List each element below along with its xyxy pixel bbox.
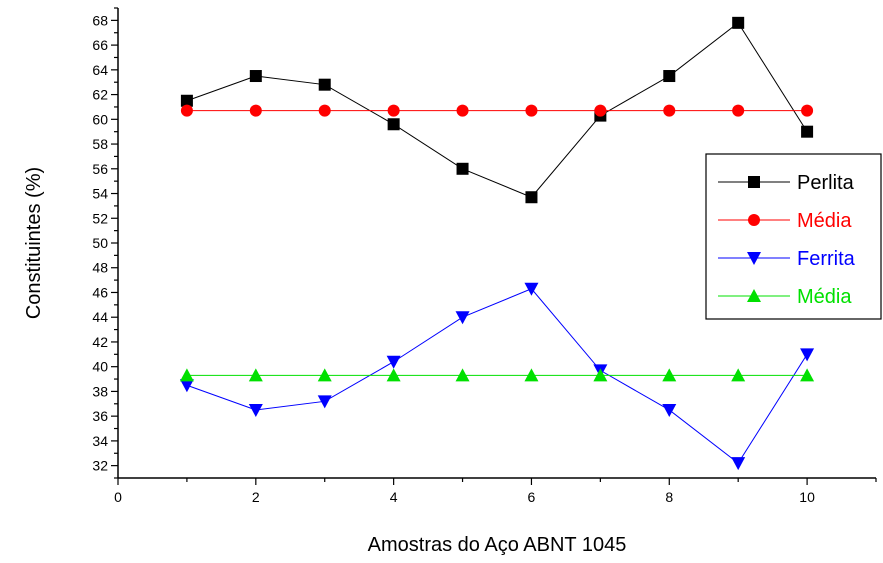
legend-item: Perlita xyxy=(718,172,855,194)
y-tick-label: 40 xyxy=(92,359,108,375)
y-tick-label: 60 xyxy=(92,111,108,127)
axes: 0 2 4 6 8 10 32343638404244464850525456586062… xyxy=(92,7,877,505)
data-point xyxy=(732,16,745,29)
data-point xyxy=(248,368,263,382)
data-point xyxy=(317,395,332,409)
legend-label: Média xyxy=(797,210,852,232)
data-point xyxy=(594,104,607,117)
y-ticks: 32 34 36 38 40 42 44 46 48 50 52 54 56 58 60 62 64 66 68 xyxy=(92,7,118,479)
y-tick-label: 64 xyxy=(92,62,108,78)
data-point xyxy=(732,104,745,117)
data-point xyxy=(318,78,331,91)
data-point xyxy=(249,70,262,83)
data-point xyxy=(318,104,331,117)
x-tick-label: 6 xyxy=(528,489,536,505)
y-tick-label: 52 xyxy=(92,210,108,226)
series-line xyxy=(186,288,808,464)
data-point xyxy=(456,104,469,117)
x-axis-title: Amostras do Aço ABNT 1045 xyxy=(368,534,627,556)
data-point xyxy=(525,191,538,204)
legend-marker xyxy=(747,289,761,302)
y-tick-label: 50 xyxy=(92,235,108,251)
y-tick-label: 54 xyxy=(92,186,108,202)
data-point xyxy=(801,125,814,138)
x-tick-label: 2 xyxy=(252,489,260,505)
x-tick-label: 0 xyxy=(114,489,122,505)
legend-marker xyxy=(747,252,761,265)
data-point xyxy=(180,104,193,117)
data-point xyxy=(179,368,194,382)
legend-marker xyxy=(748,176,760,188)
data-point xyxy=(455,311,470,325)
data-point xyxy=(387,118,400,131)
legend: Perlita Média Ferrita Média xyxy=(705,153,882,320)
data-point xyxy=(386,368,401,382)
y-tick-label: 32 xyxy=(92,458,108,474)
data-point xyxy=(524,368,539,382)
y-tick-label: 56 xyxy=(92,161,108,177)
data-point xyxy=(524,282,539,296)
data-point xyxy=(662,368,677,382)
data-point xyxy=(455,368,470,382)
y-tick-label: 62 xyxy=(92,87,108,103)
data-point xyxy=(180,94,193,107)
series-2 xyxy=(180,104,814,117)
data-point xyxy=(801,104,814,117)
y-tick-label: 36 xyxy=(92,408,108,424)
data-point xyxy=(593,368,608,382)
data-point xyxy=(386,355,401,369)
y-tick-label: 44 xyxy=(92,309,108,325)
legend-box xyxy=(705,153,882,320)
x-tick-label: 10 xyxy=(799,489,815,505)
x-tick-label: 8 xyxy=(665,489,673,505)
legend-item: Ferrita xyxy=(718,248,856,270)
y-tick-label: 34 xyxy=(92,433,108,449)
data-point xyxy=(249,104,262,117)
data-point xyxy=(248,403,263,417)
x-tick-label: 4 xyxy=(390,489,398,505)
data-point xyxy=(387,104,400,117)
data-point xyxy=(731,457,746,471)
y-tick-label: 38 xyxy=(92,383,108,399)
y-tick-label: 46 xyxy=(92,284,108,300)
data-point xyxy=(662,403,677,417)
data-point xyxy=(800,368,815,382)
data-point xyxy=(731,368,746,382)
legend-label: Média xyxy=(797,286,852,308)
legend-marker xyxy=(748,214,760,226)
legend-label: Ferrita xyxy=(797,248,856,270)
legend-label: Perlita xyxy=(797,172,855,194)
data-point xyxy=(800,348,815,362)
legend-item: Média xyxy=(718,286,852,308)
y-tick-label: 42 xyxy=(92,334,108,350)
legend-item: Média xyxy=(718,210,852,232)
y-tick-label: 66 xyxy=(92,37,108,53)
data-point xyxy=(663,70,676,83)
series-line xyxy=(186,22,808,198)
series-4 xyxy=(179,368,815,382)
y-axis-title: Constituintes (%) xyxy=(23,167,45,319)
series-group xyxy=(179,16,815,471)
data-point xyxy=(317,368,332,382)
data-point xyxy=(456,162,469,175)
data-point xyxy=(663,104,676,117)
data-point xyxy=(525,104,538,117)
x-ticks: 0 2 4 6 8 10 xyxy=(114,478,877,505)
y-tick-label: 58 xyxy=(92,136,108,152)
y-tick-label: 48 xyxy=(92,260,108,276)
series-3 xyxy=(179,282,815,471)
data-point xyxy=(179,379,194,393)
y-tick-label: 68 xyxy=(92,12,108,28)
